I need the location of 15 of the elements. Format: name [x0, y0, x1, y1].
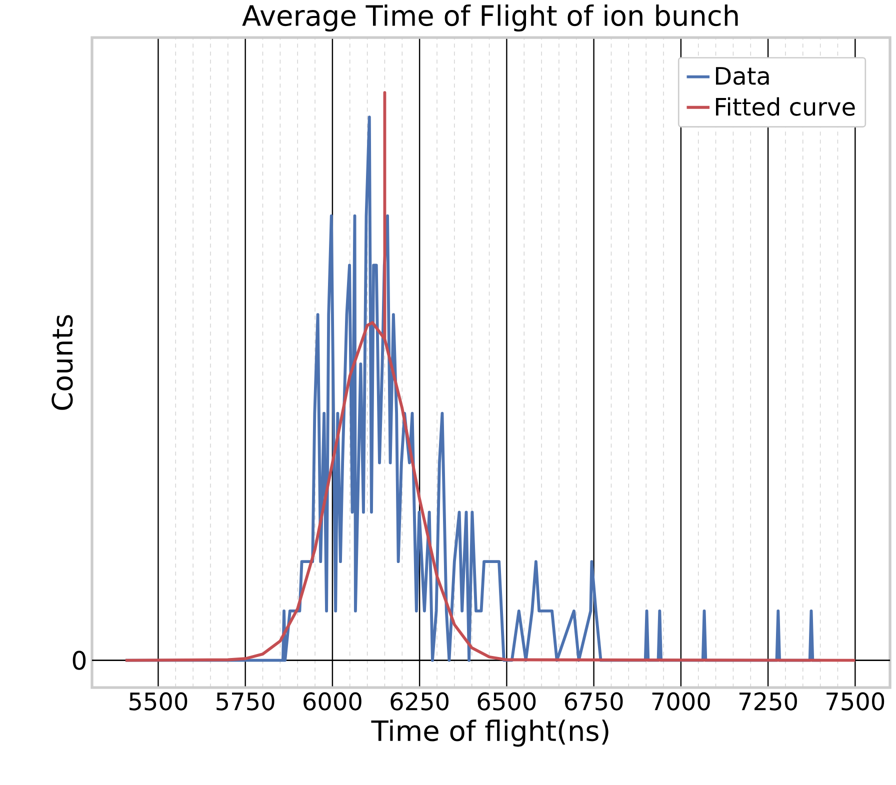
- x-tick-label: 6750: [564, 692, 623, 711]
- x-tick-label: 6500: [478, 692, 536, 711]
- x-tick-label: 5500: [130, 692, 188, 711]
- chart-title: Average Time of Flight of ion bunch: [242, 4, 738, 32]
- text: 0: [72, 650, 86, 670]
- legend-label: Fitted curve: [716, 97, 855, 116]
- x-tick-label: 6250: [390, 692, 448, 711]
- x-tick-label: 5750: [216, 692, 274, 711]
- x-tick-label: 7000: [652, 692, 710, 711]
- x-tick-label: 7500: [826, 692, 884, 711]
- x-tick-label: 7250: [739, 692, 797, 711]
- x-tick-label: 6000: [304, 692, 362, 711]
- legend-label: Data: [716, 67, 769, 86]
- x-axis-title: Time of flight(ns): [371, 720, 608, 747]
- y-axis-title: Counts: [52, 315, 73, 410]
